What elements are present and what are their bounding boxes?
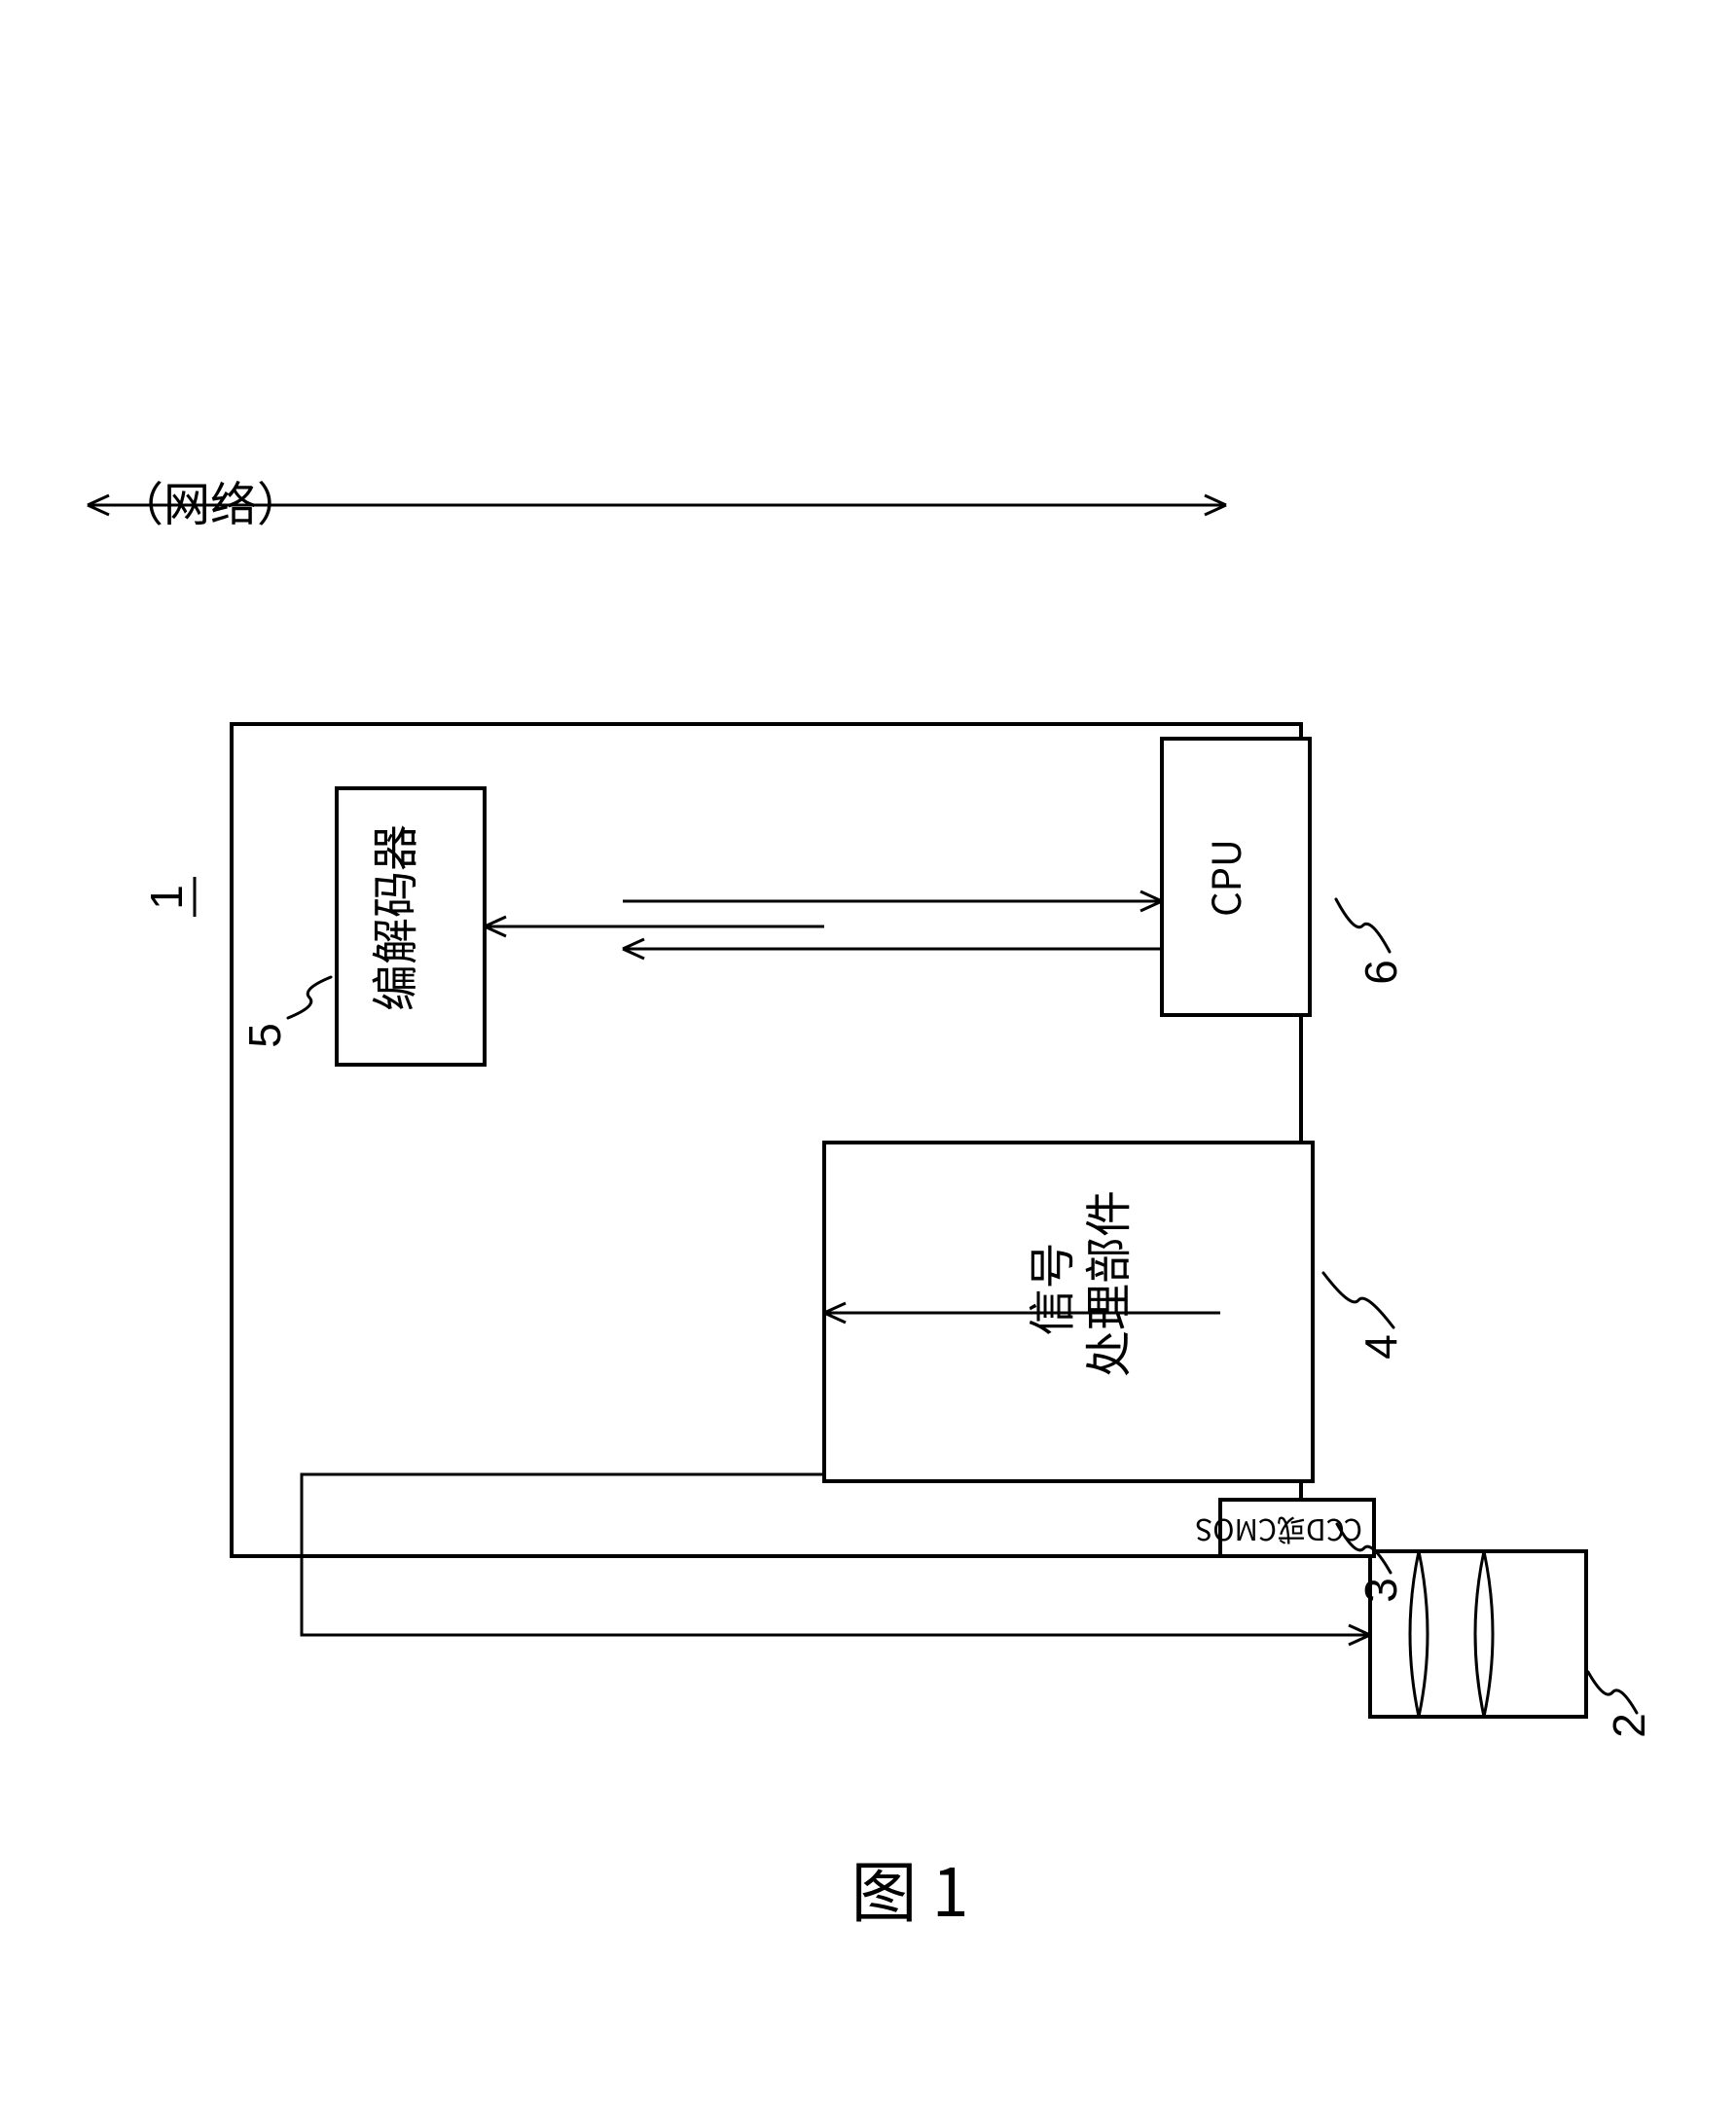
ref-num-6: 6 (1356, 960, 1406, 985)
leader-2 (1588, 1672, 1637, 1713)
ref-num-2: 2 (1604, 1713, 1654, 1738)
network-label: （网络） (117, 466, 304, 534)
leader-4 (1323, 1273, 1393, 1327)
figure-caption: 图 1 (851, 1839, 969, 1936)
leader-6 (1336, 899, 1390, 952)
ref-num-1: 1 (141, 885, 192, 910)
ref-num-3: 3 (1356, 1578, 1406, 1603)
ref-num-4: 4 (1356, 1334, 1406, 1360)
codec-label: 编解码器 (357, 824, 425, 1011)
ccd-cmos-label: CCD或CMOS (1195, 1510, 1362, 1553)
cpu-label: CPU (1196, 839, 1252, 917)
ref-num-5: 5 (239, 1023, 290, 1048)
